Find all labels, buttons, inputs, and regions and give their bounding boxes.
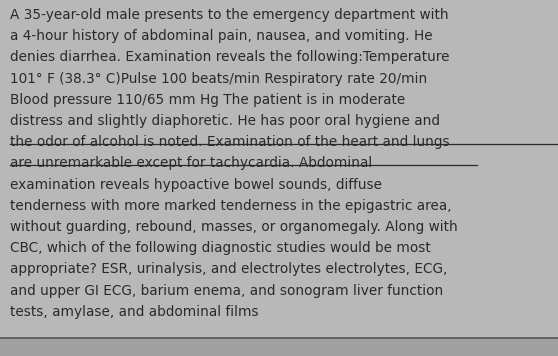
Text: tenderness with more marked tenderness in the epigastric area,: tenderness with more marked tenderness i… <box>10 199 451 213</box>
Text: A 35-year-old male presents to the emergency department with: A 35-year-old male presents to the emerg… <box>10 8 449 22</box>
Text: examination reveals hypoactive bowel sounds, diffuse: examination reveals hypoactive bowel sou… <box>10 178 382 192</box>
Text: CBC, which of the following diagnostic studies would be most: CBC, which of the following diagnostic s… <box>10 241 431 255</box>
Text: without guarding, rebound, masses, or organomegaly. Along with: without guarding, rebound, masses, or or… <box>10 220 458 234</box>
Text: are unremarkable except for tachycardia. Abdominal: are unremarkable except for tachycardia.… <box>10 156 372 171</box>
Text: the odor of alcohol is noted. Examination of the heart and lungs: the odor of alcohol is noted. Examinatio… <box>10 135 450 149</box>
Text: denies diarrhea. Examination reveals the following:Temperature: denies diarrhea. Examination reveals the… <box>10 51 450 64</box>
Text: appropriate? ESR, urinalysis, and electrolytes electrolytes, ECG,: appropriate? ESR, urinalysis, and electr… <box>10 262 448 276</box>
Text: 101° F (38.3° C)Pulse 100 beats/min Respiratory rate 20/min: 101° F (38.3° C)Pulse 100 beats/min Resp… <box>10 72 427 85</box>
Text: and upper GI ECG, barium enema, and sonogram liver function: and upper GI ECG, barium enema, and sono… <box>10 284 443 298</box>
Bar <box>0 338 558 356</box>
Text: Blood pressure 110/65 mm Hg The patient is in moderate: Blood pressure 110/65 mm Hg The patient … <box>10 93 405 107</box>
Text: distress and slightly diaphoretic. He has poor oral hygiene and: distress and slightly diaphoretic. He ha… <box>10 114 440 128</box>
Text: a 4-hour history of abdominal pain, nausea, and vomiting. He: a 4-hour history of abdominal pain, naus… <box>10 29 432 43</box>
Text: tests, amylase, and abdominal films: tests, amylase, and abdominal films <box>10 305 258 319</box>
